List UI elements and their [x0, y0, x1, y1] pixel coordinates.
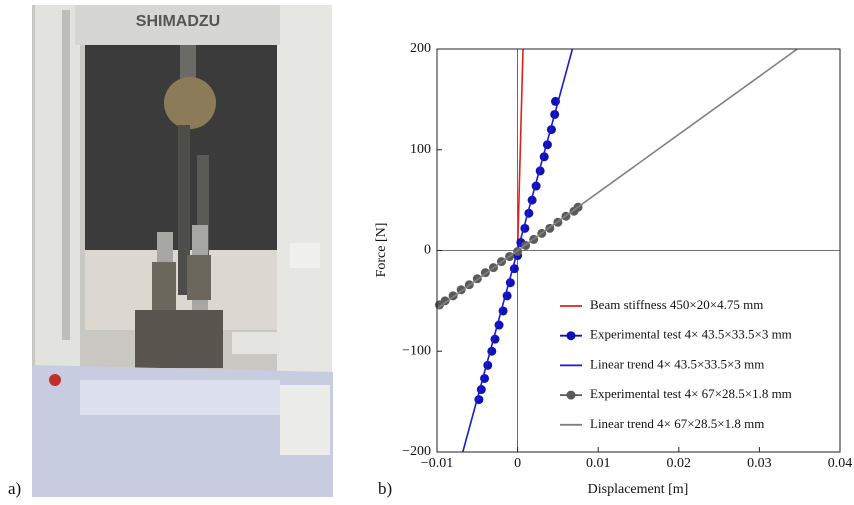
- right-column: [277, 5, 332, 380]
- column-rail: [62, 10, 70, 340]
- legend-label: Experimental test 4× 67×28.5×1.8 mm: [590, 386, 792, 401]
- panel-label: b): [378, 479, 392, 498]
- y-tick-label: 200: [410, 41, 431, 56]
- legend-label: Beam stiffness 450×20×4.75 mm: [590, 297, 763, 312]
- panel-label: a): [8, 479, 21, 498]
- spring: [187, 255, 211, 300]
- x-tick-label: 0: [514, 456, 521, 471]
- load-cell: [164, 77, 216, 129]
- data-point: [440, 296, 450, 306]
- y-tick-label: 100: [410, 142, 431, 157]
- y-axis-title: Force [N]: [374, 223, 389, 278]
- x-tick-label: 0.03: [747, 456, 772, 471]
- y-tick-label: 0: [424, 243, 431, 258]
- x-tick-label: −0.01: [421, 456, 453, 471]
- x-tick-label: 0.02: [667, 456, 692, 471]
- x-axis-title: Displacement [m]: [588, 482, 689, 497]
- control-panel: [280, 385, 330, 455]
- top-header: [75, 5, 280, 45]
- legend-marker: [566, 390, 576, 400]
- left-column: [35, 5, 80, 375]
- legend-label: Linear trend 4× 43.5×33.5×3 mm: [590, 356, 764, 371]
- stop-button: [49, 374, 61, 386]
- trend-line: [516, 49, 524, 251]
- spring: [152, 262, 176, 312]
- device: [232, 332, 280, 354]
- base-top: [80, 380, 280, 415]
- block: [135, 310, 223, 368]
- legend-label: Linear trend 4× 67×28.5×1.8 mm: [590, 416, 764, 431]
- plot-frame: [436, 48, 841, 453]
- photo: SHIMADZU: [32, 5, 333, 497]
- x-tick-label: 0.04: [828, 456, 853, 471]
- brand: SHIMADZU: [136, 13, 220, 30]
- x-tick-label: 0.01: [586, 456, 611, 471]
- y-tick-label: −200: [402, 444, 431, 459]
- legend-marker: [566, 331, 576, 341]
- warning-label: [290, 243, 320, 268]
- trend-line: [437, 49, 798, 310]
- y-tick-label: −100: [402, 343, 431, 358]
- legend-label: Experimental test 4× 43.5×33.5×3 mm: [590, 327, 792, 342]
- threaded-rod: [178, 125, 190, 295]
